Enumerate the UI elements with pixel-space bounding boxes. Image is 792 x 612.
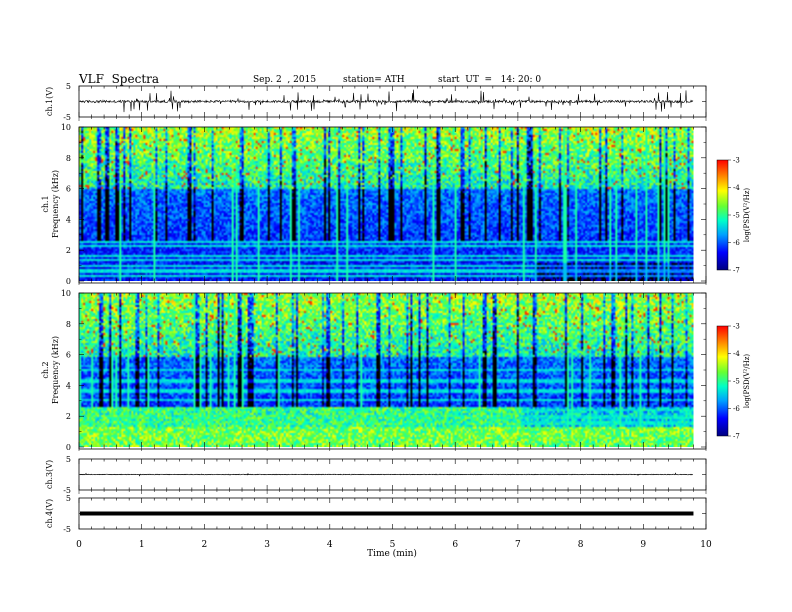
ch2-colorbar: -3 -4 -5 -6 -7 log(PSD(V²/Hz) — [716, 323, 751, 441]
ch1-ytick-label: 8 — [66, 154, 71, 163]
colorbar-tick-label: -6 — [733, 239, 740, 247]
ch2-ylabel: ch.2 — [41, 361, 50, 378]
x-tick-label: 5 — [390, 540, 396, 550]
x-tick-label: 1 — [139, 540, 145, 550]
time-axis-tick-labels: 0 1 2 3 4 5 6 7 8 9 10 — [76, 540, 712, 550]
x-tick-label: 6 — [452, 540, 458, 550]
x-tick-label: 2 — [202, 540, 208, 550]
x-tick-label: 8 — [578, 540, 584, 550]
ch1-spectrogram-panel — [78, 126, 707, 284]
x-tick-label: 10 — [700, 540, 712, 550]
date-label: Sep. 2 , 2015 — [253, 75, 317, 85]
ch1-ytick-label: 0 — [66, 277, 71, 286]
time-axis-ticks — [78, 86, 707, 529]
ch1-ytick-label: 10 — [61, 123, 71, 132]
ch1-colorbar: -3 -4 -5 -6 -7 log(PSD(V²/Hz) — [716, 157, 751, 275]
waveform-line — [79, 472, 694, 477]
colorbar-tick-label: -3 — [733, 323, 740, 331]
waveform-line — [79, 89, 694, 113]
y-axes: 5-5ch.1(V)5-5ch.3(V)5-5ch.4(V)0246810ch.… — [41, 82, 706, 534]
station-label: station= ATH — [343, 75, 405, 85]
colorbar-tick-label: -5 — [733, 378, 740, 386]
colorbar-tick-label: -4 — [733, 184, 740, 192]
ch2-spectrogram-panel — [78, 292, 707, 450]
ch2-ytick-label: 10 — [61, 289, 71, 298]
ch2-ytick-label: 4 — [66, 381, 71, 390]
ch3-waveform-trace — [79, 472, 694, 477]
ch2-colorbar-scale — [716, 325, 729, 437]
ch1-colorbar-ticks: -3 -4 -5 -6 -7 — [728, 157, 740, 275]
ch1-colorbar-scale — [716, 159, 729, 271]
ch2-colorbar-label: log(PSD(V²/Hz) — [743, 354, 751, 409]
ch1-spectrogram-image — [79, 127, 694, 281]
x-tick-label: 0 — [76, 540, 82, 550]
ch1-waveform-trace — [79, 89, 694, 113]
colorbar-tick-label: -7 — [733, 267, 740, 275]
ch3-ylabel: ch.3(V) — [45, 460, 54, 489]
colorbar-tick-label: -5 — [733, 212, 740, 220]
colorbar-tick-label: -3 — [733, 157, 740, 165]
ch3-ytick-label: -5 — [63, 486, 71, 495]
ch3-ytick-label: 5 — [66, 455, 71, 464]
ch1-ytick-label: 5 — [66, 82, 71, 91]
ch1-ytick-label: 6 — [66, 185, 71, 194]
x-tick-label: 3 — [264, 540, 270, 550]
ch4-ytick-label: -5 — [63, 525, 71, 534]
x-tick-label: 7 — [515, 540, 521, 550]
colorbar-tick-label: -6 — [733, 405, 740, 413]
ch1-ytick-label: 4 — [66, 215, 71, 224]
ch2-ytick-label: 8 — [66, 320, 71, 329]
start-time-label: start UT = 14: 20: 0 — [438, 75, 542, 85]
ch1-ylabel: ch.1(V) — [45, 87, 54, 116]
ch1-ylabel: ch.1 — [41, 195, 50, 212]
ch4-ylabel: ch.4(V) — [45, 499, 54, 528]
ch2-colorbar-ticks: -3 -4 -5 -6 -7 — [728, 323, 740, 441]
colorbar-tick-label: -4 — [733, 350, 740, 358]
x-tick-label: 9 — [640, 540, 646, 550]
ch1-ytick-label: 2 — [66, 246, 71, 255]
ch1-colorbar-label: log(PSD(V²/Hz) — [743, 188, 751, 243]
ch2-ylabel: Frequency (kHz) — [51, 336, 60, 404]
ch2-spectrogram-image — [79, 293, 694, 447]
colorbar-tick-label: -7 — [733, 433, 740, 441]
ch1-ylabel: Frequency (kHz) — [51, 170, 60, 238]
ch1-ytick-label: -5 — [63, 113, 71, 122]
figure-title: VLF Spectra — [79, 72, 160, 86]
ch2-ytick-label: 2 — [66, 412, 71, 421]
ch2-ytick-label: 6 — [66, 351, 71, 360]
ch4-ytick-label: 5 — [66, 494, 71, 503]
ch2-ytick-label: 0 — [66, 443, 71, 452]
time-axis-label: Time (min) — [367, 548, 417, 559]
x-tick-label: 4 — [327, 540, 333, 550]
